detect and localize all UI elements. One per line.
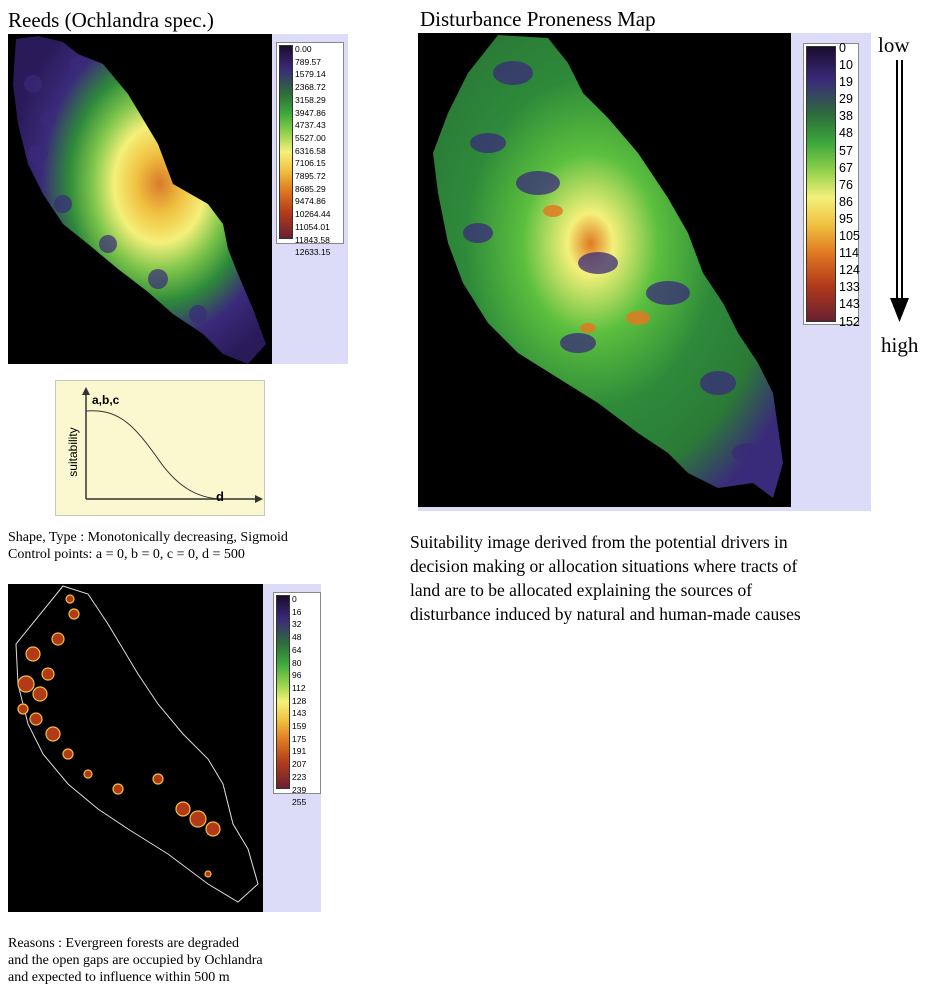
legend-label: 133	[839, 280, 860, 295]
description-line: disturbance induced by natural and human…	[410, 604, 801, 624]
legend-label: 239	[292, 784, 307, 795]
legend-label: 16	[292, 606, 302, 617]
legend-label: 86	[839, 194, 853, 209]
legend-label: 0	[292, 594, 297, 604]
legend-label: 114	[839, 246, 859, 261]
shape-type-text: Shape, Type : Monotonically decreasing, …	[8, 529, 288, 563]
legend-label: 11054.01	[295, 221, 330, 232]
fuzzy-legend: 0 16 32 48 64 80 96 112 128 143 159 175 …	[273, 592, 321, 807]
legend-label: 10264.44	[295, 209, 331, 220]
fuzzy-map-image	[8, 584, 263, 912]
shape-line: Shape, Type : Monotonically decreasing, …	[8, 530, 288, 545]
legend-label: 48	[839, 126, 853, 141]
legend-label: 38	[839, 109, 853, 124]
fuzzy-point-label: a,b,c	[92, 393, 120, 407]
legend-label: 152	[839, 314, 860, 329]
description-line: land are to be allocated explaining the …	[410, 580, 753, 600]
legend-label: 76	[839, 177, 853, 192]
legend-label: 105	[839, 229, 860, 244]
disturbance-map-title: Disturbance Proneness Map	[420, 7, 656, 31]
fuzzy-legend-labels: 0 16 32 48 64 80 96 112 128 143 159 175 …	[292, 593, 306, 809]
legend-label: 80	[292, 657, 302, 668]
legend-label: 32	[292, 619, 302, 630]
description-line: decision making or allocation situations…	[410, 556, 798, 576]
legend-label: 9474.86	[295, 196, 326, 207]
legend-label: 223	[292, 771, 307, 782]
legend-label: 11843.58	[295, 234, 330, 245]
reeds-legend-ramp	[279, 45, 293, 239]
legend-label: 64	[292, 644, 302, 655]
legend-label: 57	[839, 143, 853, 158]
legend-label: 2368.72	[295, 82, 326, 93]
reeds-map-image	[8, 34, 272, 364]
legend-label: 112	[292, 682, 306, 693]
legend-label: 7895.72	[295, 171, 326, 182]
description-line: Suitability image derived from the poten…	[410, 532, 788, 552]
legend-label: 159	[292, 721, 307, 732]
legend-label: 207	[292, 759, 307, 770]
scale-high-label: high	[881, 333, 919, 357]
scale-low-label: low	[878, 33, 910, 57]
legend-label: 5527.00	[295, 132, 326, 143]
legend-label: 1579.14	[295, 69, 326, 80]
legend-label: 0	[839, 41, 846, 55]
control-points-line: Control points: a = 0, b = 0, c = 0, d =…	[8, 547, 245, 562]
reeds-map-title: Reeds (Ochlandra spec.)	[8, 8, 214, 32]
fuzzy-curve-box: a,b,c suitability d	[55, 380, 265, 516]
reasons-line: and the open gaps are occupied by Ochlan…	[8, 953, 263, 968]
legend-label: 128	[292, 695, 307, 706]
disturbance-map-panel: 0 10 19 29 38 48 57 67 76 86 95 105 114 …	[418, 33, 871, 511]
legend-label: 7106.15	[295, 158, 326, 169]
reasons-line: and expected to influence within 500 m	[8, 970, 230, 985]
fuzzy-legend-ramp	[276, 595, 290, 789]
legend-label: 96	[292, 670, 302, 681]
legend-label: 6316.58	[295, 145, 326, 156]
legend-label: 4737.43	[295, 120, 326, 131]
fuzzy-y-axis-label: suitability	[66, 427, 80, 477]
reeds-legend-labels: 0.00 789.57 1579.14 2368.72 3158.29 3947…	[295, 43, 330, 259]
legend-label: 29	[839, 92, 853, 107]
fuzzy-end-label: d	[216, 489, 224, 504]
reasons-text: Reasons : Evergreen forests are degraded…	[8, 935, 263, 986]
legend-label: 789.57	[295, 56, 321, 67]
down-arrow-icon	[890, 60, 909, 322]
disturbance-legend-labels: 0 10 19 29 38 48 57 67 76 86 95 105 114 …	[839, 40, 860, 331]
fuzzy-map-panel: 0 16 32 48 64 80 96 112 128 143 159 175 …	[8, 584, 321, 912]
legend-label: 255	[292, 797, 307, 808]
legend-label: 3947.86	[295, 107, 326, 118]
legend-label: 19	[839, 75, 853, 90]
legend-label: 8685.29	[295, 183, 326, 194]
legend-label: 175	[292, 733, 307, 744]
legend-label: 191	[292, 746, 307, 757]
legend-label: 143	[292, 708, 307, 719]
legend-label: 10	[839, 58, 853, 73]
legend-label: 3158.29	[295, 94, 326, 105]
reasons-line: Reasons : Evergreen forests are degraded	[8, 936, 240, 951]
legend-label: 143	[839, 297, 860, 312]
legend-label: 124	[839, 263, 860, 278]
legend-label: 95	[839, 211, 853, 226]
disturbance-map-image	[418, 33, 791, 507]
disturbance-legend: 0 10 19 29 38 48 57 67 76 86 95 105 114 …	[803, 41, 860, 329]
disturbance-legend-ramp	[806, 46, 836, 322]
legend-label: 12633.15	[295, 247, 331, 258]
reeds-map-panel: 0.00 789.57 1579.14 2368.72 3158.29 3947…	[8, 34, 348, 364]
description-text: Suitability image derived from the poten…	[410, 530, 801, 626]
legend-label: 67	[839, 160, 853, 175]
legend-label: 48	[292, 632, 302, 643]
reeds-legend: 0.00 789.57 1579.14 2368.72 3158.29 3947…	[276, 42, 344, 257]
legend-label: 0.00	[295, 44, 312, 54]
